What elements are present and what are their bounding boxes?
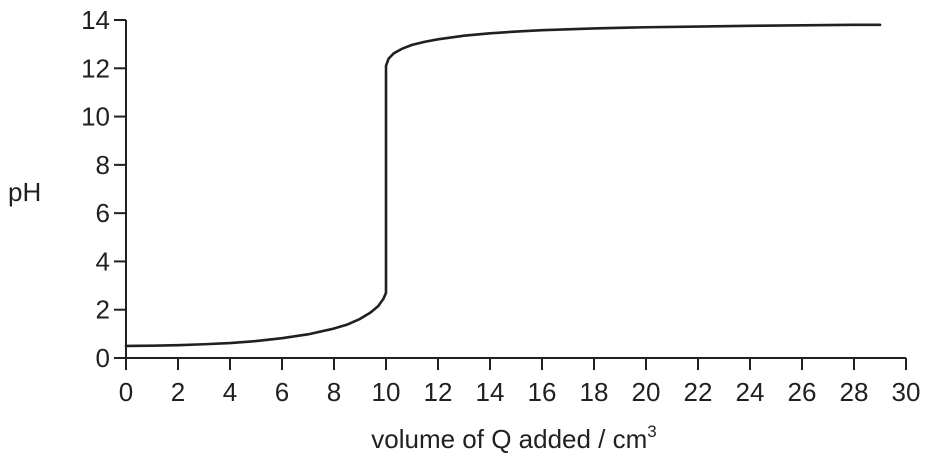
y-tick-label: 8 [96, 150, 110, 180]
x-tick-label: 8 [327, 377, 341, 407]
x-tick-label: 12 [424, 377, 453, 407]
x-tick-label: 14 [476, 377, 505, 407]
x-tick-label: 16 [528, 377, 557, 407]
y-tick-label: 0 [96, 343, 110, 373]
y-tick-label: 6 [96, 198, 110, 228]
x-axis-label-main: volume of Q added / cm [371, 424, 647, 454]
x-axis-label: volume of Q added / cm3 [371, 422, 657, 454]
x-tick-label: 6 [275, 377, 289, 407]
y-tick-label: 12 [81, 53, 110, 83]
x-tick-label: 20 [632, 377, 661, 407]
x-tick-label: 30 [892, 377, 921, 407]
x-tick-label: 28 [840, 377, 869, 407]
y-axis-label: pH [8, 177, 41, 207]
y-axis: 0 2 4 6 8 10 12 14 [81, 5, 127, 373]
x-tick-label: 26 [788, 377, 817, 407]
x-axis-label-superscript: 3 [647, 422, 656, 441]
x-tick-label: 24 [736, 377, 765, 407]
x-axis: 0 2 4 6 8 10 12 14 16 18 20 22 24 26 28 30 [119, 357, 921, 407]
y-tick-label: 10 [81, 102, 110, 132]
x-tick-label: 0 [119, 377, 133, 407]
y-tick-label: 4 [96, 246, 110, 276]
x-tick-label: 18 [580, 377, 609, 407]
x-tick-label: 22 [684, 377, 713, 407]
x-tick-label: 10 [372, 377, 401, 407]
x-tick-label: 2 [171, 377, 185, 407]
y-tick-label: 14 [81, 5, 110, 35]
ph-curve-line [124, 23, 882, 348]
y-tick-label: 2 [96, 295, 110, 325]
x-tick-label: 4 [223, 377, 237, 407]
